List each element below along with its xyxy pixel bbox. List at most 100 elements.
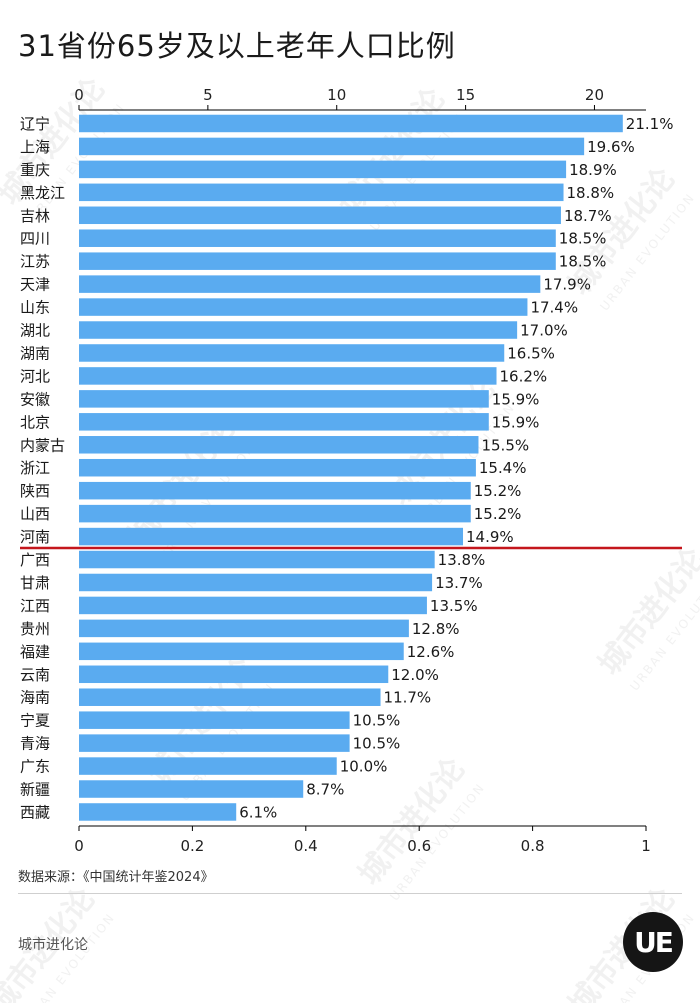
bottom-axis-tick-label: 0.2 xyxy=(180,837,204,855)
value-label: 6.1% xyxy=(239,803,277,821)
category-label: 黑龙江 xyxy=(20,184,65,202)
category-label: 新疆 xyxy=(20,781,50,799)
value-label: 18.8% xyxy=(567,184,615,202)
value-label: 18.7% xyxy=(564,207,612,225)
bottom-axis-tick-label: 1 xyxy=(641,837,651,855)
bar xyxy=(79,252,556,270)
bar xyxy=(79,642,404,661)
top-axis-tick-label: 10 xyxy=(327,86,346,104)
value-label: 15.2% xyxy=(474,482,522,500)
category-label: 浙江 xyxy=(20,459,50,477)
value-label: 19.6% xyxy=(587,138,635,156)
value-label: 15.9% xyxy=(492,390,540,408)
value-label: 17.9% xyxy=(543,276,591,294)
bar-chart: 0 5 10 15 20 0 0.2 0.4 0.6 0.8 1 辽宁 21.1% 上海 19.6% 重庆 18… xyxy=(20,86,682,855)
bar xyxy=(79,229,556,247)
bar xyxy=(79,206,561,225)
category-label: 西藏 xyxy=(20,803,50,821)
category-label: 山西 xyxy=(20,505,50,523)
category-label: 上海 xyxy=(20,138,50,156)
value-label: 15.9% xyxy=(492,413,540,431)
value-label: 14.9% xyxy=(466,528,514,546)
bar xyxy=(79,367,497,385)
category-label: 四川 xyxy=(20,230,50,248)
value-label: 12.8% xyxy=(412,620,460,638)
bar xyxy=(79,436,479,454)
category-label: 青海 xyxy=(20,735,50,753)
bar xyxy=(79,596,427,615)
top-axis-tick-label: 0 xyxy=(74,86,84,104)
category-label: 河北 xyxy=(20,367,50,385)
bar xyxy=(79,160,567,179)
category-label: 内蒙古 xyxy=(20,436,65,454)
category-label: 贵州 xyxy=(20,620,50,638)
ue-logo-icon: UE xyxy=(623,912,683,972)
value-label: 10.5% xyxy=(353,712,401,730)
value-label: 10.5% xyxy=(353,735,401,753)
bar xyxy=(79,803,237,821)
value-label: 16.2% xyxy=(500,367,548,385)
value-label: 13.5% xyxy=(430,597,478,615)
bar xyxy=(79,573,433,592)
bar xyxy=(79,390,489,408)
value-label: 16.5% xyxy=(507,344,555,362)
bar xyxy=(79,665,389,684)
bar xyxy=(79,527,464,546)
category-label: 陕西 xyxy=(20,482,50,500)
value-label: 18.9% xyxy=(569,161,617,179)
value-label: 21.1% xyxy=(626,115,674,133)
category-label: 湖南 xyxy=(20,344,50,362)
category-label: 河南 xyxy=(20,528,50,546)
category-label: 广东 xyxy=(20,758,50,776)
bar xyxy=(79,275,541,293)
bar xyxy=(79,344,505,362)
category-label: 云南 xyxy=(20,666,50,684)
bottom-axis-tick-label: 0 xyxy=(74,837,84,855)
category-label: 重庆 xyxy=(20,161,50,179)
value-label: 12.6% xyxy=(407,643,455,661)
bar xyxy=(79,298,528,316)
category-label: 福建 xyxy=(20,643,50,661)
bar xyxy=(79,550,435,569)
bar xyxy=(79,183,564,202)
category-label: 宁夏 xyxy=(20,712,50,730)
category-label: 甘肃 xyxy=(20,574,50,592)
value-label: 18.5% xyxy=(559,253,607,271)
bar xyxy=(79,734,350,752)
bar xyxy=(79,757,337,775)
top-axis-tick-label: 5 xyxy=(203,86,213,104)
value-label: 17.4% xyxy=(530,299,578,317)
bar xyxy=(79,321,518,339)
bar xyxy=(79,780,304,798)
bottom-axis-tick-label: 0.4 xyxy=(294,837,318,855)
value-label: 18.5% xyxy=(559,230,607,248)
category-label: 天津 xyxy=(20,276,50,294)
bar xyxy=(79,504,471,523)
top-axis-tick-label: 20 xyxy=(585,86,604,104)
category-label: 江苏 xyxy=(20,253,50,271)
category-label: 辽宁 xyxy=(20,115,50,133)
bar xyxy=(79,413,489,431)
category-label: 吉林 xyxy=(20,207,50,225)
category-label: 江西 xyxy=(20,597,50,615)
brand-name: 城市进化论 xyxy=(18,937,88,953)
value-label: 15.5% xyxy=(481,436,529,454)
category-label: 湖北 xyxy=(20,322,50,340)
data-source: 数据来源：《中国统计年鉴2024》 xyxy=(18,870,214,885)
value-label: 8.7% xyxy=(306,781,344,799)
value-label: 10.0% xyxy=(340,758,388,776)
category-label: 海南 xyxy=(20,689,50,707)
value-label: 12.0% xyxy=(391,666,439,684)
category-label: 广西 xyxy=(20,551,50,569)
bar xyxy=(79,688,381,706)
bottom-axis-tick-label: 0.8 xyxy=(521,837,545,855)
bar xyxy=(79,114,623,133)
value-label: 13.7% xyxy=(435,574,483,592)
chart-title: 31省份65岁及以上老年人口比例 xyxy=(18,29,456,63)
bar xyxy=(79,711,350,729)
category-label: 山东 xyxy=(20,299,50,317)
value-label: 13.8% xyxy=(438,551,486,569)
value-label: 15.4% xyxy=(479,459,527,477)
value-label: 11.7% xyxy=(384,689,432,707)
top-axis-tick-label: 15 xyxy=(456,86,475,104)
